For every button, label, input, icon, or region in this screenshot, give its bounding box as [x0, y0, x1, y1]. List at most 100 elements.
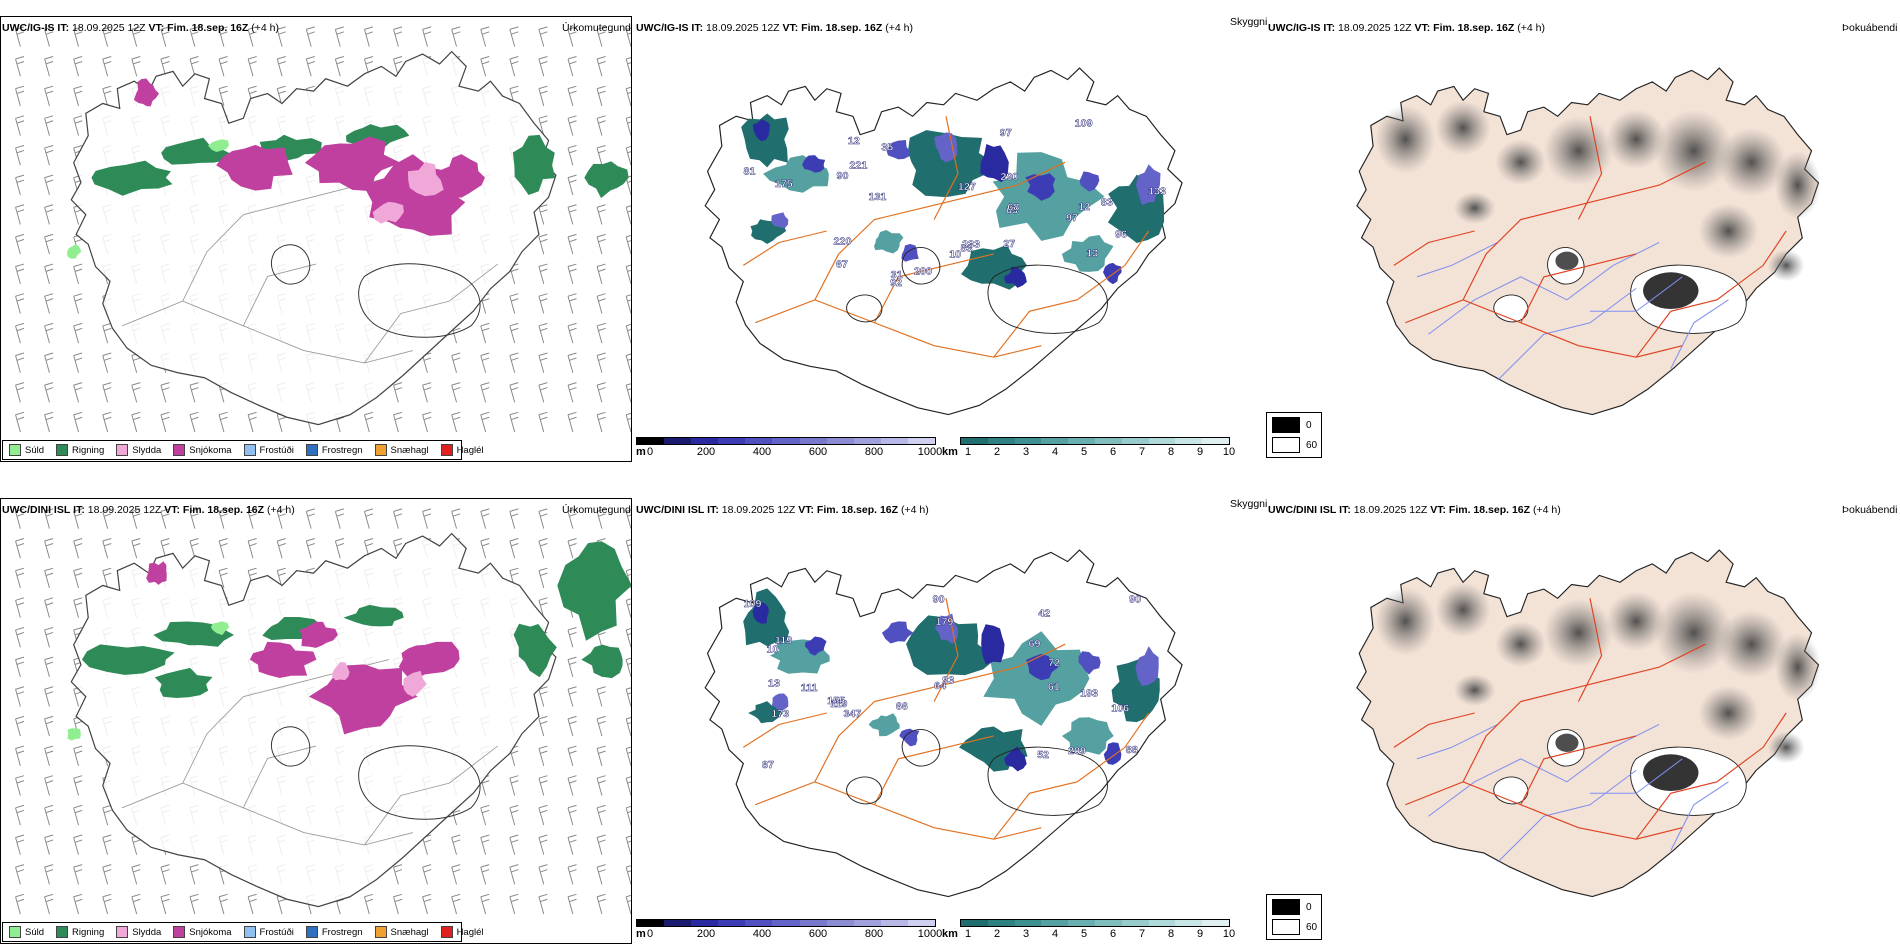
visibility-tick: 10	[1222, 446, 1236, 458]
ceiling-tick: 400	[752, 446, 772, 458]
ceiling-value-label: 42	[1038, 608, 1050, 620]
ceiling-value-label: 90	[1129, 594, 1141, 606]
colorbar-step	[772, 438, 800, 444]
legend-item: Frostregn	[305, 444, 363, 456]
colorbar-step	[1148, 438, 1176, 444]
ceiling-value-label: 12	[1078, 201, 1090, 213]
ceiling-tick: 0	[646, 928, 654, 940]
fog-legend-swatch	[1272, 417, 1300, 433]
legend-swatch	[9, 444, 21, 456]
fog-shading	[1375, 100, 1821, 334]
model-name: UWC/DINI ISL	[636, 504, 705, 516]
colorbar-step	[1202, 920, 1229, 926]
vt-label: VT:	[1430, 504, 1446, 516]
ceiling-unit: m	[636, 928, 646, 940]
lead-time: (+4 h)	[900, 504, 929, 516]
it-value: 18.09.2025 12Z	[706, 22, 780, 34]
glacier-outline	[987, 746, 1108, 816]
fog-legend-row: 0	[1272, 417, 1312, 433]
ceiling-value-label: 90	[933, 594, 945, 606]
ceiling-value-label: 290	[1000, 171, 1018, 183]
lead-time: (+4 h)	[266, 504, 295, 516]
colorbar-step	[1068, 920, 1095, 926]
legend-item: Snjókoma	[173, 926, 232, 938]
colorbar-step	[1068, 438, 1095, 444]
ceiling-tick: 400	[752, 928, 772, 940]
colorbar-step	[691, 920, 719, 926]
rivers	[1416, 724, 1729, 863]
rivers	[1416, 242, 1729, 381]
model-name: UWC/IG-IS	[636, 22, 689, 34]
ceiling-value-label: 69	[1029, 638, 1041, 650]
iceland-outline	[70, 532, 557, 908]
visibility-tick: 4	[1051, 446, 1059, 458]
colorbar-step	[799, 438, 827, 444]
it-value: 18.09.2025 12Z	[72, 22, 146, 34]
visibility-panel-header: UWC/IG-IS IT: 18.09.2025 12Z VT: Fim. 18…	[636, 22, 913, 34]
visibility-tick: 6	[1109, 928, 1117, 940]
colorbar-step	[826, 438, 854, 444]
ceiling-value-label: 13	[1086, 248, 1098, 260]
vt-value: Fim. 18.sep. 16Z	[816, 504, 899, 516]
legend-label: Rigning	[72, 444, 105, 456]
ceiling-value-label: 233	[962, 238, 980, 250]
legend-swatch	[305, 926, 318, 938]
vt-label: VT:	[798, 504, 814, 516]
ceiling-value-label: 127	[958, 181, 976, 193]
legend-label: Snæhagl	[390, 444, 429, 456]
legend-item: Rigning	[56, 926, 104, 938]
legend-label: Slydda	[132, 926, 162, 938]
lead-time: (+4 h)	[1532, 504, 1561, 516]
visibility-tick: 9	[1196, 928, 1204, 940]
ceiling-value-label: 63	[1006, 205, 1018, 217]
legend-label: Snæhagl	[390, 926, 429, 938]
legend-item: Snæhagl	[374, 444, 429, 456]
vt-label: VT:	[1414, 22, 1431, 34]
ceiling-value-label: 53	[961, 242, 973, 254]
ceiling-value-label: 173	[771, 708, 789, 720]
ceiling-value-label: 97	[1066, 212, 1078, 224]
legend-label: Frostregn	[321, 444, 363, 456]
ceiling-tick: 0	[646, 446, 654, 458]
fog-legend-row: 60	[1272, 437, 1317, 453]
ceiling-colorbar	[636, 437, 936, 445]
colorbar-step	[1094, 438, 1122, 444]
visibility-tick: 9	[1196, 446, 1204, 458]
vt-label: VT:	[148, 22, 165, 34]
colorbar-step	[664, 920, 692, 926]
glacier-outline	[846, 776, 883, 805]
precip-type-panel: Súld Rigning Slydda Snjókoma Frostúði Frostre…	[0, 498, 632, 944]
ceiling-value-label: 97	[1000, 127, 1012, 139]
colorbar-step	[1175, 438, 1203, 444]
it-label: IT:	[691, 22, 704, 34]
ceiling-value-label: 27	[1003, 238, 1015, 250]
lead-time: (+4 h)	[1517, 22, 1545, 34]
ceiling-value-label: 88	[1126, 744, 1138, 756]
colorbar-step	[961, 920, 988, 926]
ceiling-tick: 200	[696, 446, 716, 458]
ceiling-tick: 200	[696, 928, 716, 940]
ceiling-tick: 1000	[917, 928, 943, 940]
glacier-outline	[358, 263, 481, 338]
legend-swatch	[173, 444, 186, 456]
vt-label: VT:	[164, 504, 180, 516]
visibility-areas	[741, 113, 1165, 290]
ceiling-value-label: 81	[744, 166, 756, 178]
colorbar-step	[907, 920, 936, 926]
glacier-outline	[358, 745, 481, 820]
legend-label: Frostregn	[321, 926, 363, 938]
fog-panel-title: Þokuábendi	[1842, 22, 1898, 34]
colorbar-step	[826, 920, 854, 926]
ceiling-tick: 600	[808, 928, 828, 940]
fog-panel-header: UWC/IG-IS IT: 18.09.2025 12Z VT: Fim. 18…	[1268, 22, 1545, 34]
colorbar-step	[718, 438, 746, 444]
fog-legend-swatch	[1272, 899, 1300, 915]
precip-map	[15, 26, 631, 433]
it-value: 18.09.2025 12Z	[721, 504, 796, 516]
colorbar-step	[772, 920, 800, 926]
colorbar-step	[664, 438, 692, 444]
fog-core	[1643, 272, 1699, 309]
visibility-tick: 8	[1167, 446, 1175, 458]
fog-index-legend: 0 60	[1266, 412, 1322, 458]
legend-item: Slydda	[116, 926, 161, 938]
